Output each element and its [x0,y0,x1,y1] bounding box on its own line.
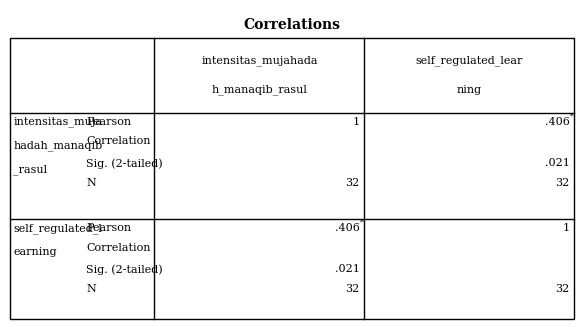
Text: intensitas_muja: intensitas_muja [13,117,103,128]
Text: earning: earning [13,247,57,257]
Text: 32: 32 [346,178,360,188]
Text: Correlation: Correlation [86,243,151,253]
Text: Sig. (2-tailed): Sig. (2-tailed) [86,158,163,168]
Text: .021: .021 [335,264,360,274]
Text: .021: .021 [545,158,570,168]
Text: h_manaqib_rasul: h_manaqib_rasul [212,85,307,95]
Text: Sig. (2-tailed): Sig. (2-tailed) [86,264,163,275]
Text: *: * [360,219,364,227]
Text: .406: .406 [545,117,570,127]
Text: _rasul: _rasul [13,164,48,175]
Text: 32: 32 [346,284,360,294]
Text: self_regulated_lear: self_regulated_lear [416,55,523,66]
Text: Pearson: Pearson [86,117,131,127]
Text: Correlations: Correlations [243,18,340,32]
Text: N: N [86,284,96,294]
Text: Pearson: Pearson [86,223,131,233]
Text: 32: 32 [556,178,570,188]
Text: *: * [570,113,574,121]
Text: intensitas_mujahada: intensitas_mujahada [201,55,318,66]
Text: 1: 1 [353,117,360,127]
Text: N: N [86,178,96,188]
Text: 32: 32 [556,284,570,294]
Text: ning: ning [456,85,482,95]
Text: self_regulated_l: self_regulated_l [13,223,102,234]
Text: hadah_manaqib: hadah_manaqib [13,140,103,151]
Text: .406: .406 [335,223,360,233]
Text: Correlation: Correlation [86,136,151,146]
Text: 1: 1 [563,223,570,233]
